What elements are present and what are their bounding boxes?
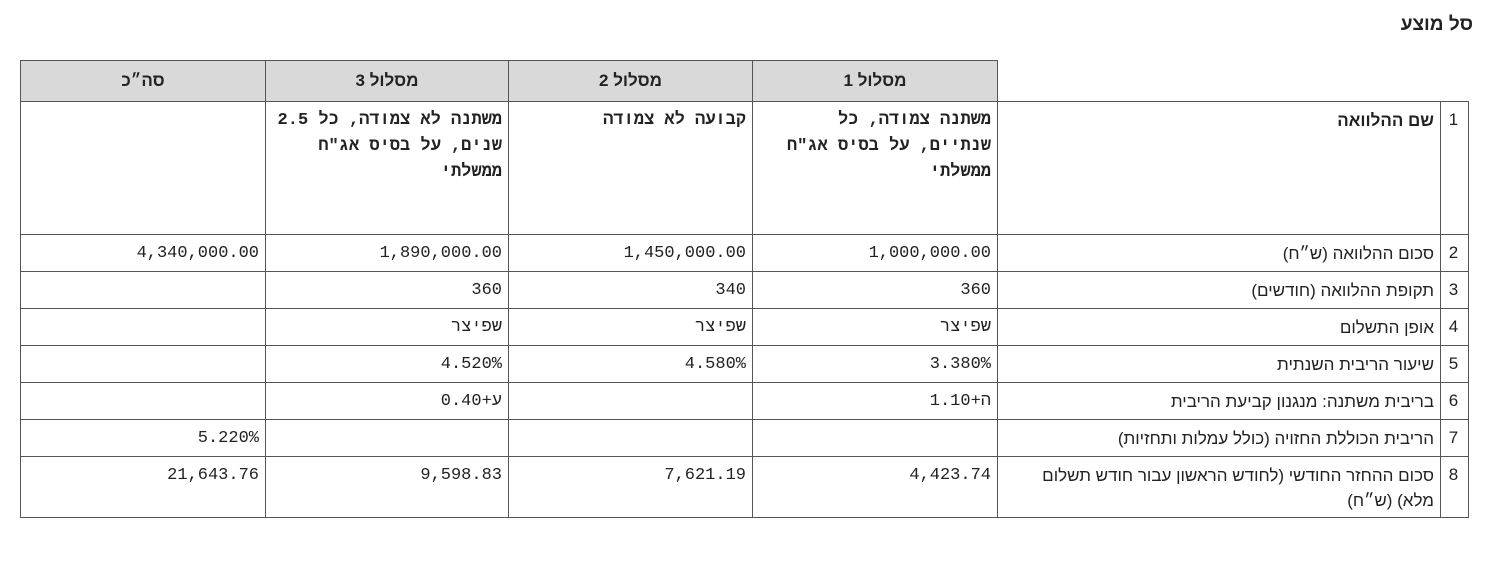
value-cell: 21,643.76 [20, 456, 266, 518]
value-cell: 3.380% [752, 345, 998, 383]
value-cell: משתנה לא צמודה, כל 2.5 שנים, על בסיס אג"… [265, 101, 509, 235]
row-number: 8 [1440, 456, 1469, 518]
value-cell: 4.580% [508, 345, 753, 383]
value-cell: 1,000,000.00 [752, 234, 998, 272]
column-header: סה״כ [20, 60, 266, 102]
value-cell: 5.220% [20, 419, 266, 457]
table-row: 6 בריבית משתנה: מנגנון קביעת הריבית ה+1.10… [20, 382, 1469, 420]
value-cell [20, 382, 266, 420]
table-row: 1 שם ההלוואה משתנה צמודה, כל שנתיים, על בס… [20, 101, 1469, 235]
blank-cell [1440, 60, 1469, 102]
row-label: שם ההלוואה [997, 101, 1441, 235]
value-cell [265, 419, 509, 457]
value-cell [20, 345, 266, 383]
row-label: הריבית הכוללת החזויה (כולל עמלות ותחזיות… [997, 419, 1441, 457]
value-cell [508, 382, 753, 420]
value-cell: 4,423.74 [752, 456, 998, 518]
blank-cell [997, 60, 1441, 102]
column-header: מסלול 2 [508, 60, 753, 102]
value-cell: 1,890,000.00 [265, 234, 509, 272]
value-cell: שפיצר [265, 308, 509, 346]
row-label: סכום ההלוואה (ש״ח) [997, 234, 1441, 272]
value-cell: 7,621.19 [508, 456, 753, 518]
row-label: שיעור הריבית השנתית [997, 345, 1441, 383]
value-cell [20, 101, 266, 235]
row-number: 5 [1440, 345, 1469, 383]
value-cell [20, 271, 266, 309]
offer-table: מסלול 1 מסלול 2 מסלול 3 סה״כ 1 שם ההלוואה משת… [20, 60, 1469, 518]
value-cell: קבועה לא צמודה [508, 101, 753, 235]
value-cell: ה+1.10 [752, 382, 998, 420]
table-row: 3 תקופת ההלוואה (חודשים) 360 340 360 [20, 271, 1469, 309]
table-row: 5 שיעור הריבית השנתית 3.380% 4.580% 4.520% [20, 345, 1469, 383]
row-label: תקופת ההלוואה (חודשים) [997, 271, 1441, 309]
value-cell: 340 [508, 271, 753, 309]
row-label: סכום ההחזר החודשי (לחודש הראשון עבור חוד… [997, 456, 1441, 518]
row-number: 4 [1440, 308, 1469, 346]
table-row: 4 אופן התשלום שפיצר שפיצר שפיצר [20, 308, 1469, 346]
value-cell [508, 419, 753, 457]
value-cell: 4.520% [265, 345, 509, 383]
column-header: מסלול 1 [752, 60, 998, 102]
row-number: 6 [1440, 382, 1469, 420]
row-number: 7 [1440, 419, 1469, 457]
row-label: בריבית משתנה: מנגנון קביעת הריבית [997, 382, 1441, 420]
row-number: 1 [1440, 101, 1469, 235]
row-label: אופן התשלום [997, 308, 1441, 346]
value-cell: משתנה צמודה, כל שנתיים, על בסיס אג"ח ממש… [752, 101, 998, 235]
value-cell: שפיצר [508, 308, 753, 346]
row-number: 2 [1440, 234, 1469, 272]
value-cell: ע+0.40 [265, 382, 509, 420]
value-cell: 9,598.83 [265, 456, 509, 518]
table-row: 7 הריבית הכוללת החזויה (כולל עמלות ותחזיו… [20, 419, 1469, 457]
value-cell: 360 [752, 271, 998, 309]
table-row: 2 סכום ההלוואה (ש״ח) 1,000,000.00 1,450,000… [20, 234, 1469, 272]
value-cell: 4,340,000.00 [20, 234, 266, 272]
row-number: 3 [1440, 271, 1469, 309]
page-title: סל מוצע [1400, 14, 1473, 35]
value-cell: 1,450,000.00 [508, 234, 753, 272]
column-header: מסלול 3 [265, 60, 509, 102]
value-cell [20, 308, 266, 346]
table-row: 8 סכום ההחזר החודשי (לחודש הראשון עבור חו… [20, 456, 1469, 518]
header-row: מסלול 1 מסלול 2 מסלול 3 סה״כ [20, 60, 1469, 102]
value-cell [752, 419, 998, 457]
value-cell: 360 [265, 271, 509, 309]
value-cell: שפיצר [752, 308, 998, 346]
